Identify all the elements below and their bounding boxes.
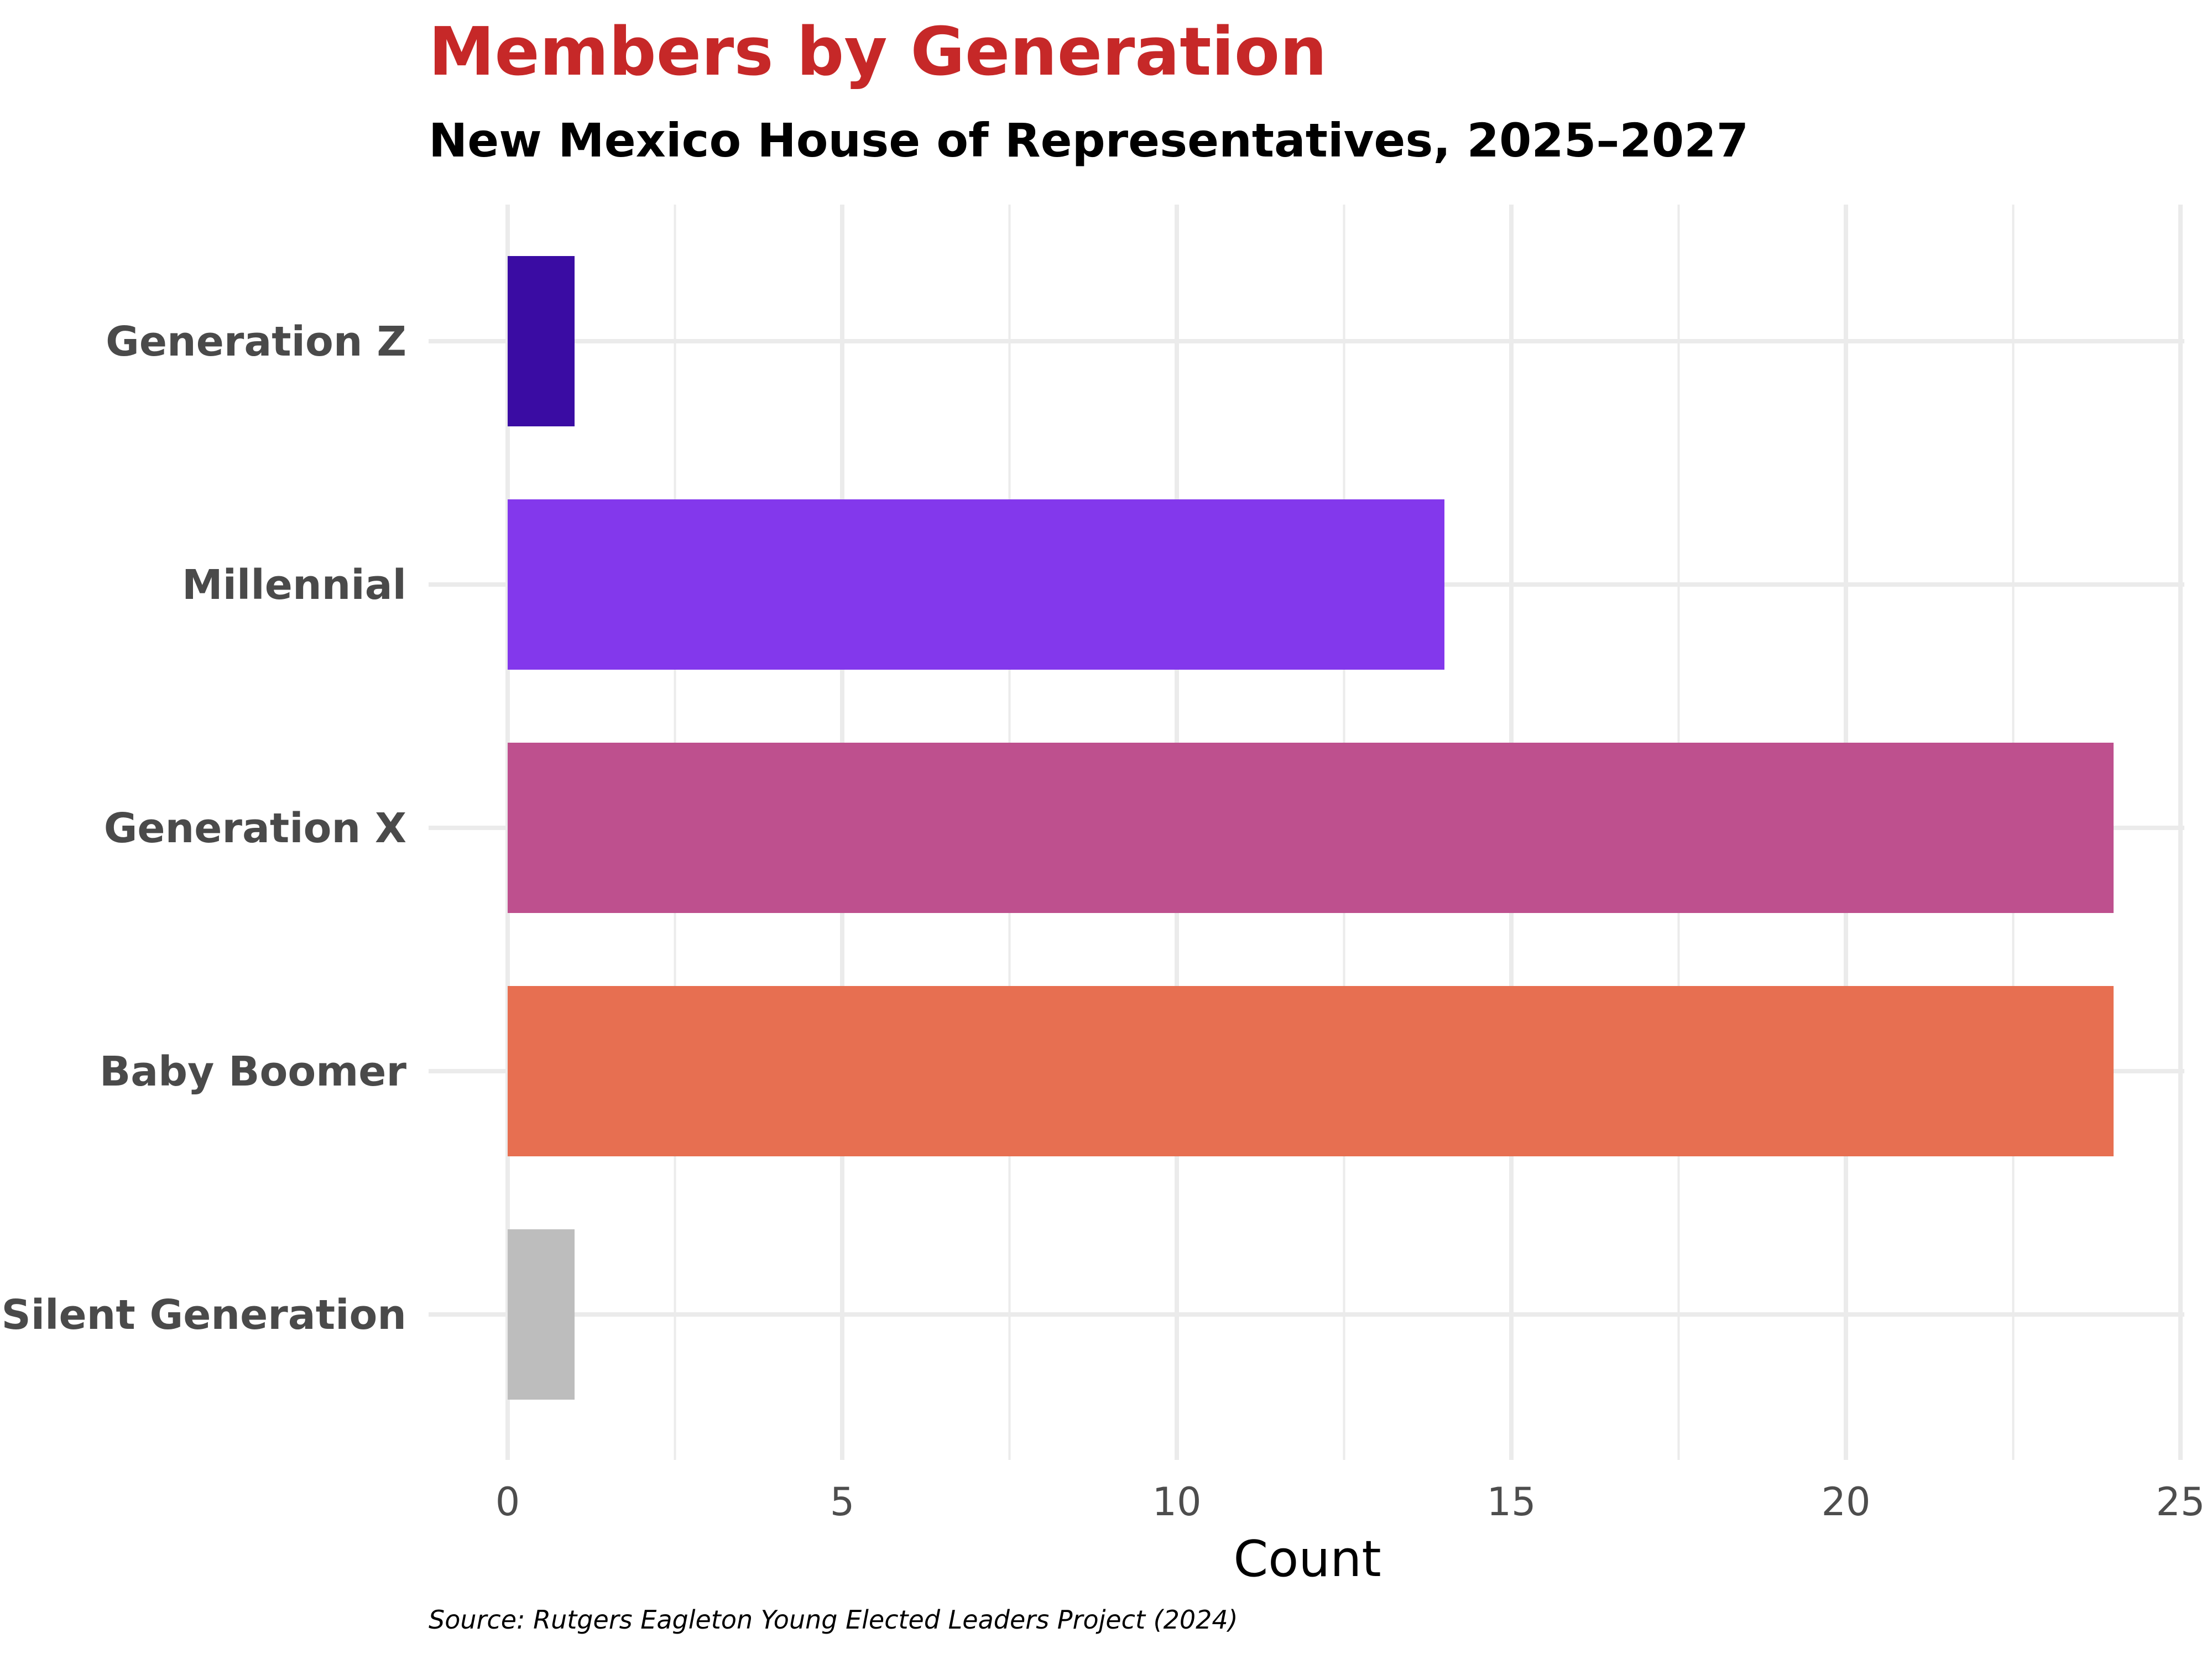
chart-subtitle: New Mexico House of Representatives, 202…: [429, 113, 1749, 168]
category-label: Generation X: [104, 805, 406, 852]
x-axis-title: Count: [1233, 1530, 1381, 1588]
category-label: Millennial: [182, 561, 406, 609]
x-tick-label: 25: [2156, 1479, 2205, 1525]
x-tick-label: 0: [495, 1479, 520, 1525]
x-tick-label: 10: [1152, 1479, 1201, 1525]
bar: [508, 986, 2114, 1156]
x-tick-label: 5: [830, 1479, 855, 1525]
bar: [508, 499, 1444, 670]
category-label: Silent Generation: [1, 1291, 406, 1339]
bars: [508, 256, 2114, 1400]
bar: [508, 1229, 575, 1400]
source-caption: Source: Rutgers Eagleton Young Elected L…: [429, 1605, 1238, 1635]
category-label: Baby Boomer: [100, 1048, 407, 1095]
bar: [508, 256, 575, 426]
x-tick-label: 20: [1821, 1479, 1870, 1525]
x-tick-labels: 0 5 10 15 20 25: [495, 1479, 2205, 1525]
category-label: Generation Z: [106, 318, 406, 366]
chart-title: Members by Generation: [429, 14, 1327, 91]
bar: [508, 743, 2114, 913]
category-labels: Generation Z Millennial Generation X Baby B…: [1, 318, 406, 1339]
x-tick-label: 15: [1486, 1479, 1536, 1525]
